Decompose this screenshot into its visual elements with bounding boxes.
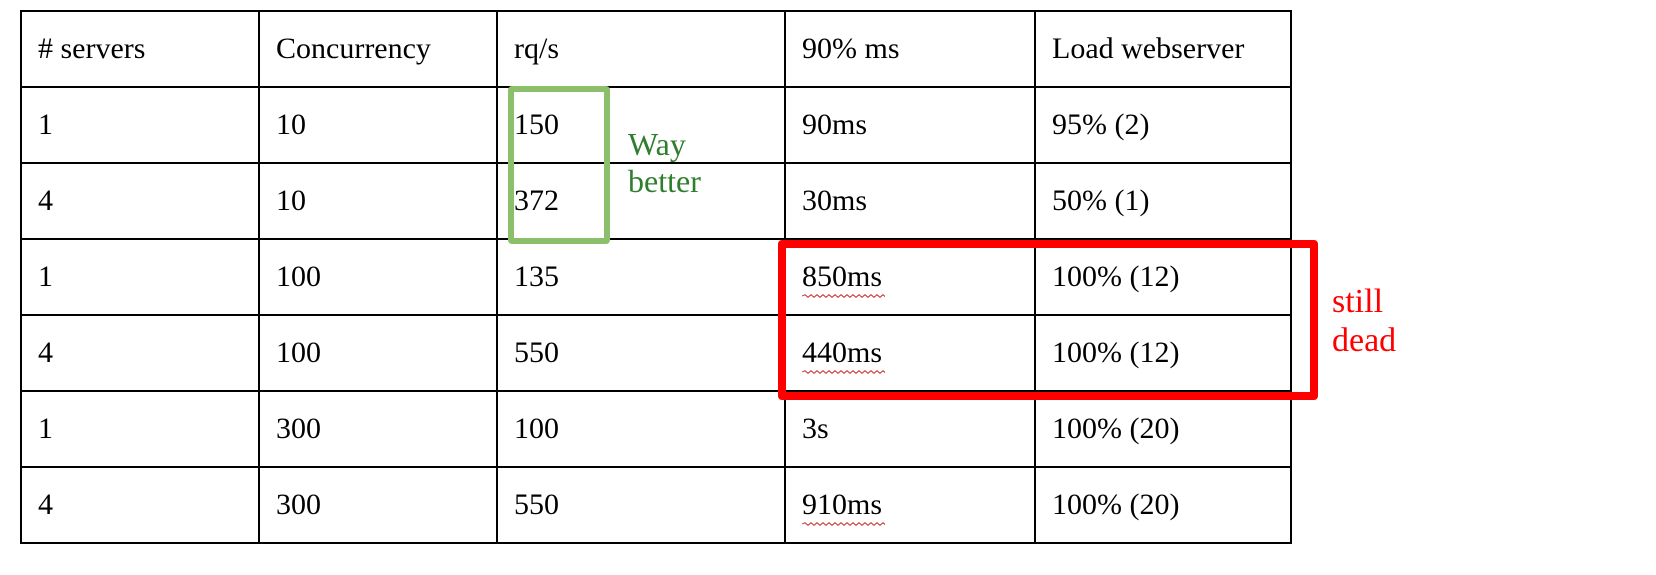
- cell-value: 30ms: [802, 184, 867, 218]
- cell-load: 100% (12): [1035, 239, 1291, 315]
- cell-servers: 1: [21, 87, 259, 163]
- cell-servers: 1: [21, 391, 259, 467]
- cell-value: 440ms: [802, 336, 882, 370]
- cell-servers: 1: [21, 239, 259, 315]
- cell-p90: 3s: [785, 391, 1035, 467]
- col-header-label: Concurrency: [276, 32, 431, 65]
- cell-value: 100% (20): [1052, 412, 1179, 446]
- col-header-label: 90% ms: [802, 32, 900, 65]
- cell-load: 95% (2): [1035, 87, 1291, 163]
- cell-value: 1: [38, 260, 53, 294]
- table-header-row: # servers Concurrency rq/s 90% ms Load w…: [21, 11, 1291, 87]
- cell-value: 3s: [802, 412, 829, 446]
- cell-value: 4: [38, 336, 53, 370]
- table-row: 1 300 100 3s 100% (20): [21, 391, 1291, 467]
- cell-value: 135: [514, 260, 559, 294]
- cell-value: 1: [38, 108, 53, 142]
- cell-value: 100% (20): [1052, 488, 1179, 522]
- cell-p90: 850ms: [785, 239, 1035, 315]
- cell-concurrency: 10: [259, 87, 497, 163]
- col-header-load: Load webserver: [1035, 11, 1291, 87]
- col-header-label: rq/s: [514, 32, 559, 65]
- table-row: 4 100 550 440ms 100% (12): [21, 315, 1291, 391]
- col-header-concurrency: Concurrency: [259, 11, 497, 87]
- cell-value: 550: [514, 488, 559, 522]
- cell-load: 100% (20): [1035, 391, 1291, 467]
- cell-p90: 910ms: [785, 467, 1035, 543]
- col-header-rqs: rq/s: [497, 11, 785, 87]
- table-row: 1 10 150 90ms 95% (2): [21, 87, 1291, 163]
- cell-value: 100: [276, 336, 321, 370]
- cell-rqs: 135: [497, 239, 785, 315]
- cell-value: 10: [276, 108, 306, 142]
- cell-concurrency: 300: [259, 391, 497, 467]
- cell-value: 100: [514, 412, 559, 446]
- cell-value: 300: [276, 412, 321, 446]
- cell-rqs: 372: [497, 163, 785, 239]
- cell-servers: 4: [21, 315, 259, 391]
- cell-value: 910ms: [802, 488, 882, 522]
- table-row: 4 10 372 30ms 50% (1): [21, 163, 1291, 239]
- col-header-label: Load webserver: [1052, 32, 1244, 65]
- cell-concurrency: 100: [259, 315, 497, 391]
- cell-value: 4: [38, 184, 53, 218]
- cell-value: 100% (12): [1052, 260, 1179, 294]
- cell-load: 100% (12): [1035, 315, 1291, 391]
- cell-value: 372: [514, 184, 559, 218]
- cell-concurrency: 300: [259, 467, 497, 543]
- cell-rqs: 150: [497, 87, 785, 163]
- col-header-servers: # servers: [21, 11, 259, 87]
- cell-value: 150: [514, 108, 559, 142]
- cell-p90: 440ms: [785, 315, 1035, 391]
- table-row: 4 300 550 910ms 100% (20): [21, 467, 1291, 543]
- cell-load: 100% (20): [1035, 467, 1291, 543]
- cell-value: 100: [276, 260, 321, 294]
- stage: # servers Concurrency rq/s 90% ms Load w…: [0, 0, 1656, 575]
- col-header-label: # servers: [38, 32, 145, 65]
- cell-rqs: 100: [497, 391, 785, 467]
- benchmark-table: # servers Concurrency rq/s 90% ms Load w…: [20, 10, 1292, 544]
- cell-p90: 30ms: [785, 163, 1035, 239]
- col-header-p90: 90% ms: [785, 11, 1035, 87]
- cell-p90: 90ms: [785, 87, 1035, 163]
- cell-value: 850ms: [802, 260, 882, 294]
- cell-value: 100% (12): [1052, 336, 1179, 370]
- cell-servers: 4: [21, 163, 259, 239]
- cell-rqs: 550: [497, 315, 785, 391]
- cell-concurrency: 10: [259, 163, 497, 239]
- cell-value: 300: [276, 488, 321, 522]
- cell-value: 4: [38, 488, 53, 522]
- cell-value: 90ms: [802, 108, 867, 142]
- cell-value: 95% (2): [1052, 108, 1149, 142]
- table-row: 1 100 135 850ms 100% (12): [21, 239, 1291, 315]
- red-highlight-label: still dead: [1332, 282, 1396, 360]
- cell-value: 50% (1): [1052, 184, 1149, 218]
- table-body: 11015090ms95% (2)41037230ms50% (1)110013…: [21, 87, 1291, 543]
- cell-concurrency: 100: [259, 239, 497, 315]
- cell-value: 550: [514, 336, 559, 370]
- cell-value: 10: [276, 184, 306, 218]
- cell-servers: 4: [21, 467, 259, 543]
- cell-value: 1: [38, 412, 53, 446]
- cell-load: 50% (1): [1035, 163, 1291, 239]
- cell-rqs: 550: [497, 467, 785, 543]
